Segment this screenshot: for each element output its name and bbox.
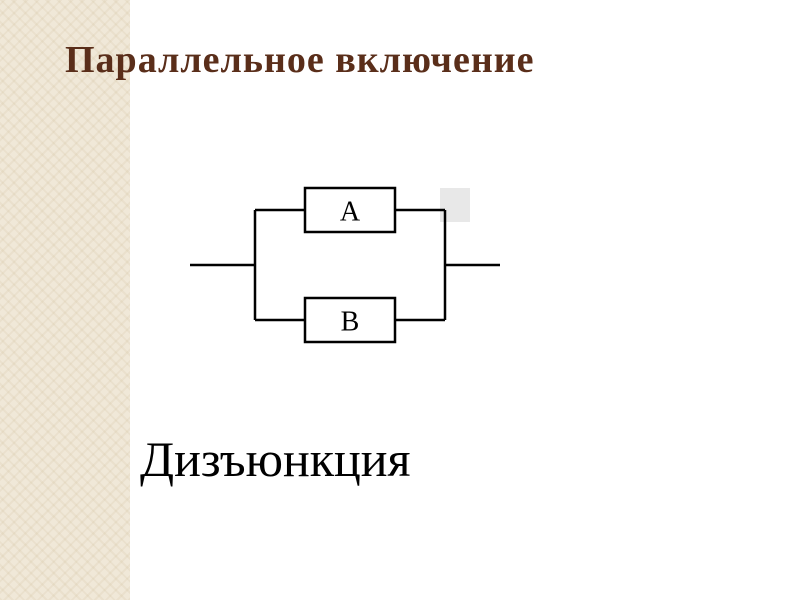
parallel-circuit-svg: A B [170,170,530,370]
box-a-label: A [340,197,361,228]
box-b-label: B [341,307,360,338]
circuit-diagram: A B [170,170,570,370]
slide-title: Параллельное включение [65,38,760,82]
decorative-sidebar [0,0,130,600]
slide-caption: Дизъюнкция [140,430,411,488]
